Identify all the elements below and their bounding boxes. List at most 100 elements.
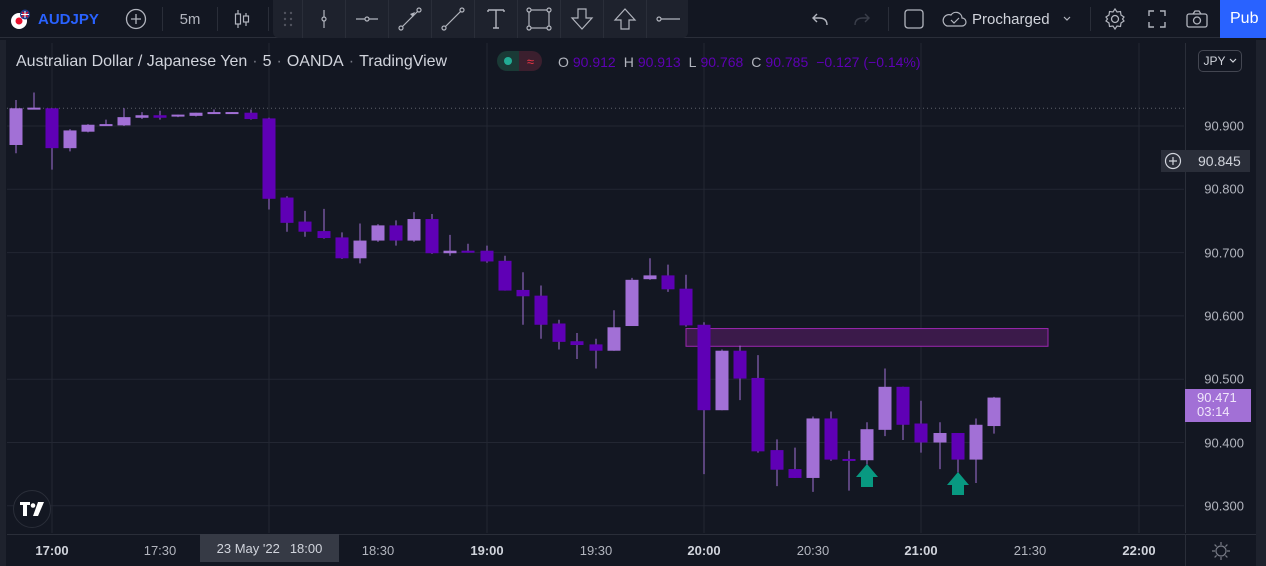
cloud-icon bbox=[940, 8, 968, 30]
candle-up bbox=[806, 418, 820, 478]
close-label: C bbox=[751, 54, 762, 70]
symbol-search-button[interactable]: AUDJPY bbox=[10, 0, 110, 38]
arrow-down-icon bbox=[570, 7, 594, 31]
candle-down bbox=[335, 237, 349, 259]
legend-separator: · bbox=[348, 53, 355, 70]
separator bbox=[388, 0, 389, 38]
right-panel-edge bbox=[1256, 40, 1266, 566]
candle-up bbox=[715, 350, 729, 411]
legend-exchange: OANDA bbox=[286, 53, 344, 70]
separator bbox=[517, 0, 518, 38]
candle-up bbox=[27, 107, 41, 110]
price-scale[interactable]: 90.900 90.800 90.700 90.600 90.500 90.400 90.3… bbox=[1185, 43, 1256, 533]
chart-pane[interactable] bbox=[7, 43, 1184, 533]
candle-up bbox=[81, 124, 95, 132]
candle-down bbox=[317, 231, 331, 239]
text-tool[interactable] bbox=[474, 0, 517, 38]
candle-down bbox=[733, 350, 747, 379]
vertical-line-tool[interactable] bbox=[302, 0, 345, 38]
candle-down bbox=[280, 197, 294, 223]
candle-up bbox=[99, 124, 113, 127]
horizontal-line-icon bbox=[655, 8, 681, 30]
rectangle-tool[interactable] bbox=[517, 0, 560, 38]
candle-down bbox=[842, 458, 856, 461]
candle-down bbox=[45, 108, 59, 149]
supply-zone-rectangle bbox=[685, 328, 1049, 347]
last-price: 90.471 bbox=[1197, 390, 1237, 405]
candle-up bbox=[117, 117, 131, 126]
candle-up bbox=[643, 275, 657, 280]
market-status-toggle[interactable]: ≈ bbox=[497, 51, 542, 71]
candle-down bbox=[480, 250, 494, 262]
arrow-line-tool[interactable] bbox=[388, 0, 431, 38]
candle-up bbox=[189, 112, 203, 116]
sun-icon bbox=[1211, 541, 1231, 561]
trend-line-tool[interactable] bbox=[431, 0, 474, 38]
last-price-label: 90.471 03:14 bbox=[1185, 389, 1251, 422]
candle-up bbox=[9, 108, 23, 145]
candle-up bbox=[625, 279, 639, 327]
separator bbox=[646, 0, 647, 38]
separator bbox=[474, 0, 475, 38]
chevron-down-icon bbox=[1062, 15, 1072, 23]
candle-down bbox=[570, 341, 584, 346]
top-toolbar: AUDJPY 5m bbox=[0, 0, 1266, 38]
arrow-down-tool[interactable] bbox=[560, 0, 603, 38]
horizontal-line-tool[interactable] bbox=[646, 0, 689, 38]
snapshot-button[interactable] bbox=[1183, 0, 1211, 38]
fullscreen-button[interactable] bbox=[1143, 0, 1171, 38]
separator bbox=[1090, 7, 1091, 31]
open-value: 90.912 bbox=[572, 54, 616, 70]
symbol-name: AUDJPY bbox=[38, 10, 99, 28]
redo-button[interactable] bbox=[848, 0, 876, 38]
layout-button[interactable] bbox=[900, 0, 928, 38]
low-value: 90.768 bbox=[700, 54, 744, 70]
bar-countdown: 03:14 bbox=[1197, 404, 1230, 419]
separator bbox=[162, 7, 163, 31]
arrow-up-tool[interactable] bbox=[603, 0, 646, 38]
approx-icon: ≈ bbox=[519, 51, 542, 71]
fullscreen-box-icon bbox=[903, 8, 925, 30]
add-symbol-button[interactable] bbox=[122, 0, 150, 38]
candle-down bbox=[679, 288, 693, 326]
price-tick-label: 90.900 bbox=[1204, 118, 1244, 134]
price-tick-label: 90.500 bbox=[1204, 371, 1244, 387]
flag-icon bbox=[10, 8, 32, 30]
currency-button[interactable]: JPY bbox=[1198, 50, 1242, 72]
time-tick-label: 17:30 bbox=[143, 543, 177, 558]
drag-handle[interactable] bbox=[273, 0, 302, 38]
open-label: O bbox=[558, 54, 569, 70]
candle-up bbox=[933, 433, 947, 443]
candle-down bbox=[751, 377, 765, 452]
price-tick-label: 90.600 bbox=[1204, 308, 1244, 324]
undo-button[interactable] bbox=[806, 0, 834, 38]
scale-settings-button[interactable] bbox=[1185, 534, 1256, 566]
price-tick-label: 90.400 bbox=[1204, 435, 1244, 450]
candle-up bbox=[878, 386, 892, 430]
time-scale[interactable]: 17:00 17:30 18:30 19:00 19:30 20:00 20:30 21:00… bbox=[7, 534, 1256, 566]
add-alert-icon[interactable] bbox=[1164, 152, 1182, 170]
ohlc-values: O 90.912 H 90.913 L 90.768 C 90.785 −0.127 (… bbox=[558, 54, 925, 70]
fullscreen-icon bbox=[1147, 9, 1167, 29]
candle-down bbox=[552, 323, 566, 342]
candle-down bbox=[824, 418, 838, 460]
tradingview-logo[interactable] bbox=[13, 490, 51, 528]
candle-up bbox=[860, 429, 874, 461]
candlestick-chart[interactable] bbox=[7, 43, 1184, 533]
separator bbox=[345, 0, 346, 38]
settings-button[interactable] bbox=[1101, 0, 1129, 38]
chart-type-button[interactable] bbox=[227, 0, 257, 38]
camera-icon bbox=[1185, 9, 1209, 29]
arrow-up-icon bbox=[613, 7, 637, 31]
layout-name-button[interactable]: Procharged bbox=[940, 0, 1080, 38]
crosshair-price-label: 90.845 bbox=[1161, 150, 1250, 172]
interval-button[interactable]: 5m bbox=[179, 10, 201, 28]
horizontal-ray-tool[interactable] bbox=[345, 0, 388, 38]
separator bbox=[302, 0, 303, 38]
time-tick-label: 18:30 bbox=[361, 543, 395, 558]
candle-up bbox=[225, 112, 239, 115]
publish-button[interactable]: Pub bbox=[1220, 0, 1266, 38]
change-value: −0.127 (−0.14%) bbox=[816, 54, 921, 70]
candle-up bbox=[63, 130, 77, 149]
separator bbox=[603, 0, 604, 38]
